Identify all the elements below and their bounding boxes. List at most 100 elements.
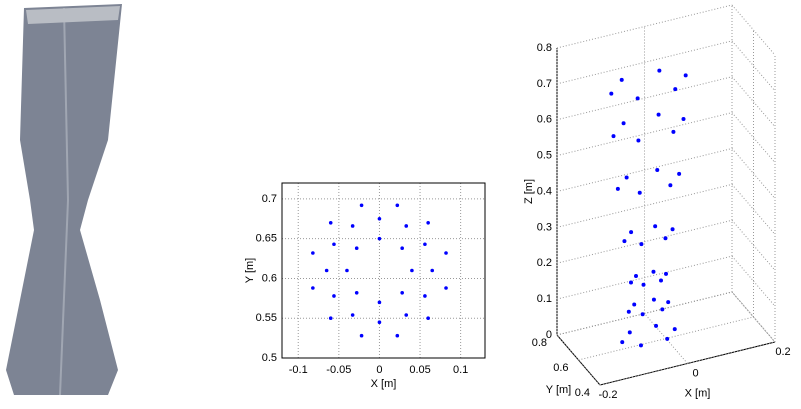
point: [345, 268, 349, 273]
z-tick-label: 0.4: [537, 185, 552, 197]
point: [395, 333, 400, 338]
point: [677, 171, 682, 176]
grid-line: [731, 291, 776, 343]
x-tick-label: 0.1: [453, 364, 468, 376]
y-tick-label: 0.7: [262, 193, 277, 205]
point: [350, 224, 355, 228]
grid-line: [644, 313, 688, 364]
point: [426, 316, 430, 321]
point: [655, 167, 660, 172]
point: [609, 91, 614, 96]
point: [654, 323, 659, 328]
photo-object: [6, 4, 122, 395]
point: [670, 227, 675, 232]
grid-line: [556, 40, 733, 85]
point: [400, 290, 404, 295]
point: [430, 268, 435, 273]
grid-line: [731, 112, 776, 163]
point: [426, 220, 430, 225]
grid-line: [556, 76, 733, 121]
plot-frame: [281, 182, 486, 359]
point: [659, 278, 664, 283]
grid-line: [556, 148, 733, 192]
point: [404, 224, 409, 228]
point: [681, 116, 686, 121]
grid-line: [731, 291, 776, 343]
point: [672, 327, 677, 332]
grid-line: [556, 112, 733, 157]
point: [639, 242, 644, 247]
point: [622, 239, 627, 244]
point: [311, 286, 315, 290]
grid-line: [731, 4, 776, 56]
x-axis-label: X [m]: [371, 378, 397, 390]
point: [311, 251, 315, 255]
photo: [6, 4, 122, 396]
z-tick-label: 0.2: [537, 257, 552, 269]
photo-rim: [26, 6, 120, 24]
point: [395, 203, 400, 208]
grid-line: [731, 76, 776, 128]
point: [683, 73, 688, 78]
point: [444, 251, 448, 255]
point: [444, 286, 448, 290]
point: [627, 330, 632, 335]
grid-line: [731, 184, 776, 235]
point: [377, 236, 382, 241]
point: [423, 242, 427, 247]
y-tick-label: 0.5: [262, 352, 277, 364]
point: [354, 246, 359, 251]
grid-line: [731, 148, 776, 199]
point: [423, 294, 427, 298]
point: [621, 121, 626, 126]
point: [640, 312, 645, 317]
point: [656, 112, 661, 117]
point: [664, 271, 668, 276]
x-tick-label: 0: [376, 364, 382, 376]
point: [635, 96, 640, 101]
point: [615, 186, 620, 191]
point: [324, 268, 329, 273]
point: [651, 269, 656, 274]
x-tick-label: 0.2: [775, 346, 790, 358]
grid-line: [731, 255, 776, 307]
point: [611, 134, 616, 139]
point: [328, 316, 333, 321]
point: [619, 77, 624, 82]
point: [663, 236, 668, 241]
point: [629, 230, 634, 235]
grid-line: [731, 219, 776, 271]
grid-line: [599, 341, 776, 386]
z-tick-label: 0.1: [537, 293, 552, 305]
point: [651, 297, 656, 302]
point: [653, 224, 658, 229]
x-tick-label: -0.05: [326, 364, 351, 376]
x-axis-label: X [m]: [685, 387, 711, 399]
y-axis-label: Y [m]: [546, 384, 571, 396]
point: [638, 343, 643, 348]
photo-seam: [59, 7, 70, 396]
point: [636, 138, 641, 143]
y-tick-label: 0.6: [262, 272, 277, 284]
grid-line: [556, 255, 733, 300]
x-tick-label: 0.05: [409, 364, 430, 376]
z-axis-label: Z [m]: [523, 179, 535, 204]
grid-line: [556, 183, 733, 228]
y-axis-label: Y [m]: [244, 258, 256, 283]
point: [350, 313, 355, 317]
x-tick-label: -0.1: [289, 364, 308, 376]
z-tick-label: 0: [546, 329, 552, 341]
point: [660, 307, 665, 312]
y-tick-label: 0.55: [256, 312, 277, 324]
x-tick-label: -0.2: [599, 389, 618, 401]
z-tick-label: 0.3: [537, 221, 552, 233]
point: [359, 333, 364, 338]
point: [629, 280, 633, 285]
grid-line: [556, 4, 733, 49]
z-tick-label: 0.7: [537, 78, 552, 90]
point: [657, 68, 662, 73]
point: [624, 175, 629, 180]
point: [332, 294, 336, 298]
point: [641, 282, 646, 287]
